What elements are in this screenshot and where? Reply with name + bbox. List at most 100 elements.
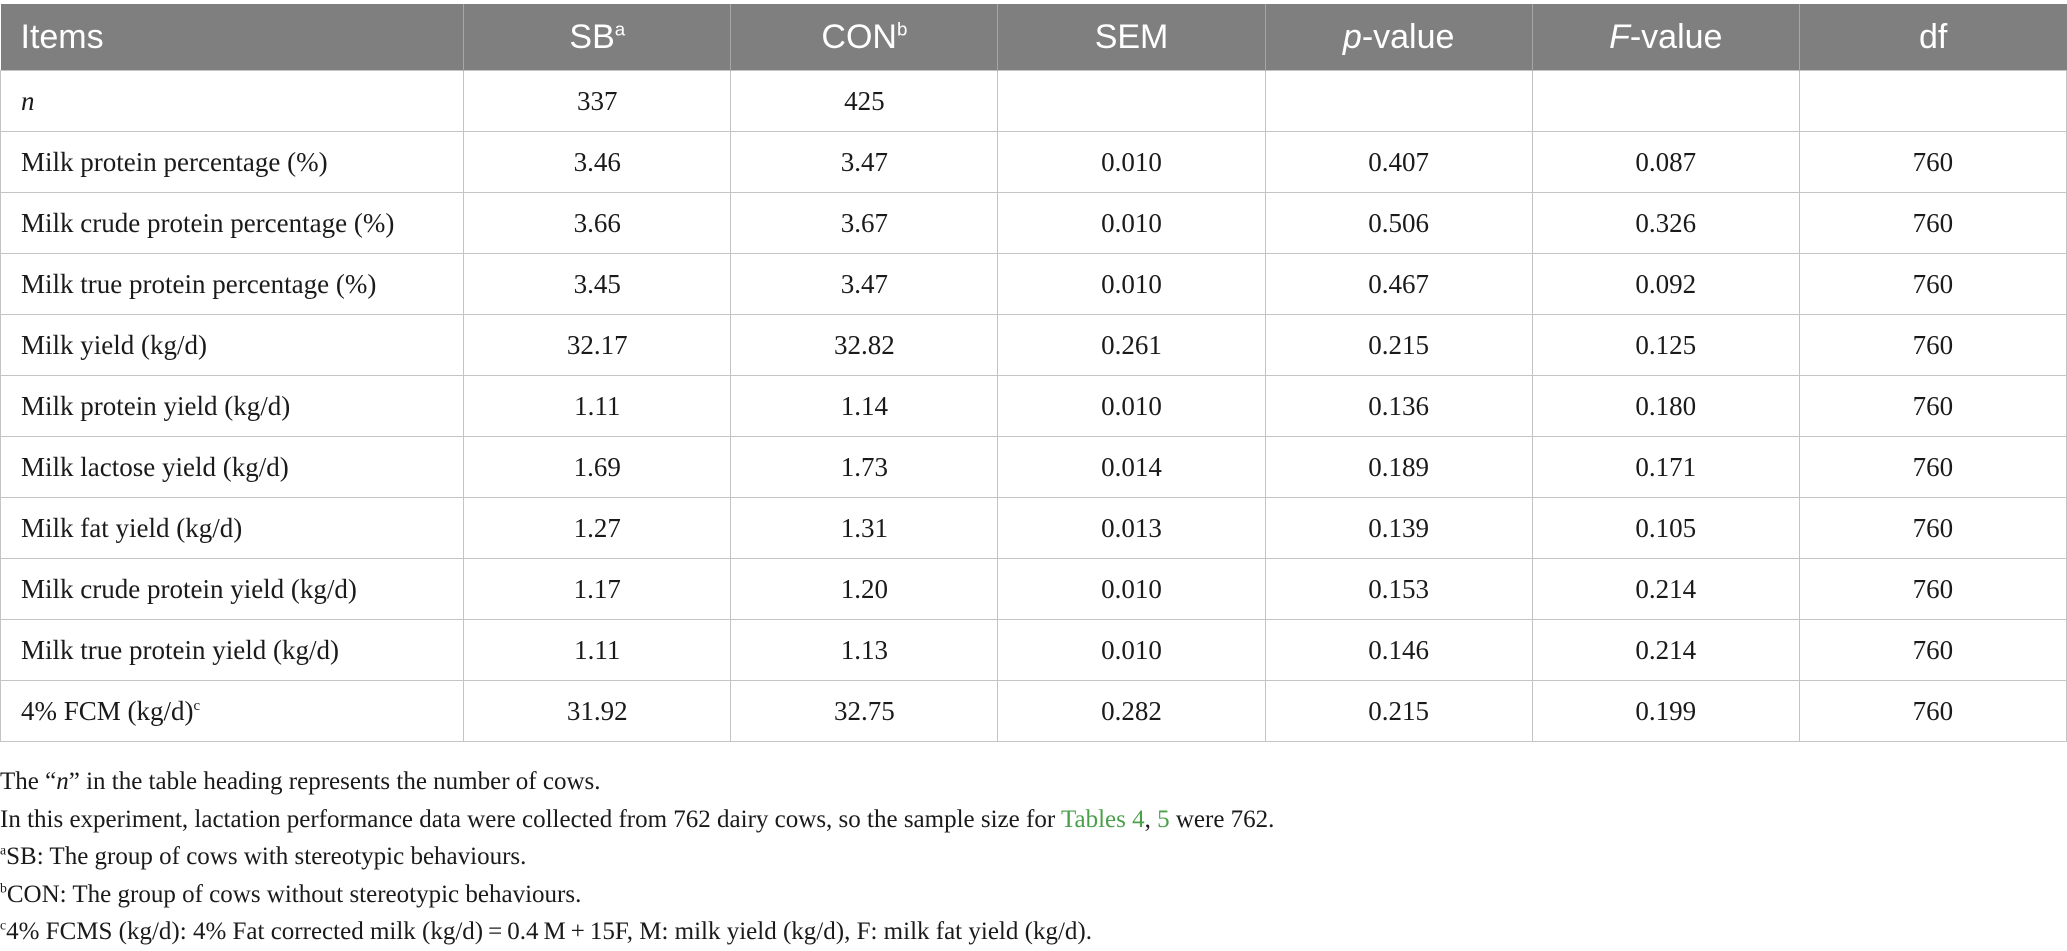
header-sb-footnote-mark: a	[614, 18, 626, 40]
cell-con: 3.47	[730, 253, 999, 315]
cell-df: 760	[1798, 497, 2067, 559]
cell-con: 32.82	[730, 314, 999, 376]
cell-p-value: 0.506	[1264, 192, 1533, 254]
cell-f-value: 0.087	[1531, 131, 1800, 193]
cell-df: 760	[1798, 680, 2067, 742]
cell-item: Milk fat yield (kg/d)	[0, 497, 465, 559]
cell-sem: 0.014	[997, 436, 1266, 498]
header-sb: SBa	[463, 4, 732, 71]
table-row: Milk yield (kg/d) 32.17 32.82 0.261 0.21…	[0, 314, 2067, 376]
cell-item: Milk lactose yield (kg/d)	[0, 436, 465, 498]
cell-con: 32.75	[730, 680, 999, 742]
cell-sb: 1.69	[463, 436, 732, 498]
table-row: Milk crude protein yield (kg/d) 1.17 1.2…	[0, 558, 2067, 620]
cell-sb: 1.27	[463, 497, 732, 559]
cell-df: 760	[1798, 131, 2067, 193]
cell-p-value: 0.136	[1264, 375, 1533, 437]
table-row: Milk protein percentage (%) 3.46 3.47 0.…	[0, 131, 2067, 193]
cell-sem	[997, 70, 1266, 132]
cell-item: n	[0, 70, 465, 132]
cell-p-value: 0.467	[1264, 253, 1533, 315]
cell-p-value: 0.139	[1264, 497, 1533, 559]
cell-p-value: 0.153	[1264, 558, 1533, 620]
cell-f-value: 0.180	[1531, 375, 1800, 437]
table-row-n: n 337 425	[0, 70, 2067, 132]
cell-sem: 0.010	[997, 131, 1266, 193]
cell-sb: 1.11	[463, 619, 732, 681]
cell-f-value: 0.171	[1531, 436, 1800, 498]
cell-item: Milk protein percentage (%)	[0, 131, 465, 193]
cell-df: 760	[1798, 192, 2067, 254]
cell-df: 760	[1798, 375, 2067, 437]
cell-p-value: 0.215	[1264, 314, 1533, 376]
cell-p-value: 0.189	[1264, 436, 1533, 498]
cell-f-value: 0.125	[1531, 314, 1800, 376]
table-row: Milk crude protein percentage (%) 3.66 3…	[0, 192, 2067, 254]
cell-con: 3.67	[730, 192, 999, 254]
table-row: Milk true protein yield (kg/d) 1.11 1.13…	[0, 619, 2067, 681]
fcm-footnote-mark: c	[193, 697, 201, 714]
table-header-row: Items SBa CONb SEM p-value F-value df	[0, 4, 2067, 71]
cell-sb: 3.45	[463, 253, 732, 315]
cell-sb: 32.17	[463, 314, 732, 376]
cell-item: Milk crude protein yield (kg/d)	[0, 558, 465, 620]
footnote-b: bCON: The group of cows without stereoty…	[0, 880, 582, 908]
cell-p-value: 0.407	[1264, 131, 1533, 193]
cell-sem: 0.010	[997, 558, 1266, 620]
table-row: Milk protein yield (kg/d) 1.11 1.14 0.01…	[0, 375, 2067, 437]
cell-p-value: 0.146	[1264, 619, 1533, 681]
cell-sem: 0.010	[997, 375, 1266, 437]
cell-f-value: 0.214	[1531, 558, 1800, 620]
cell-con: 1.73	[730, 436, 999, 498]
cell-df: 760	[1798, 619, 2067, 681]
cell-sem: 0.010	[997, 192, 1266, 254]
cell-sem: 0.261	[997, 314, 1266, 376]
cell-item: Milk yield (kg/d)	[0, 314, 465, 376]
tables-4-link[interactable]: Tables 4	[1060, 805, 1145, 833]
cell-df: 760	[1798, 253, 2067, 315]
cell-con: 1.14	[730, 375, 999, 437]
cell-f-value: 0.092	[1531, 253, 1800, 315]
cell-f-value: 0.326	[1531, 192, 1800, 254]
header-p-value: p-value	[1265, 4, 1533, 71]
table-row: Milk fat yield (kg/d) 1.27 1.31 0.013 0.…	[0, 497, 2067, 559]
footnote-sample-size: In this experiment, lactation performanc…	[0, 805, 1275, 833]
cell-sem: 0.010	[997, 619, 1266, 681]
cell-f-value	[1531, 70, 1800, 132]
header-f-value: F-value	[1532, 4, 1800, 71]
cell-f-value: 0.199	[1531, 680, 1800, 742]
cell-sem: 0.013	[997, 497, 1266, 559]
cell-con: 1.13	[730, 619, 999, 681]
results-table: Items SBa CONb SEM p-value F-value df n …	[0, 4, 2067, 742]
table-row: Milk true protein percentage (%) 3.45 3.…	[0, 253, 2067, 315]
table-row: Milk lactose yield (kg/d) 1.69 1.73 0.01…	[0, 436, 2067, 498]
cell-sb: 31.92	[463, 680, 732, 742]
cell-sb: 1.11	[463, 375, 732, 437]
cell-item: Milk protein yield (kg/d)	[0, 375, 465, 437]
cell-sb: 337	[463, 70, 732, 132]
cell-df	[1798, 70, 2067, 132]
cell-sem: 0.282	[997, 680, 1266, 742]
cell-df: 760	[1798, 314, 2067, 376]
header-items: Items	[0, 4, 465, 71]
cell-f-value: 0.105	[1531, 497, 1800, 559]
table-row: 4% FCM (kg/d)c 31.92 32.75 0.282 0.215 0…	[0, 680, 2067, 742]
header-sem: SEM	[997, 4, 1266, 71]
cell-con: 1.20	[730, 558, 999, 620]
cell-con: 3.47	[730, 131, 999, 193]
cell-df: 760	[1798, 436, 2067, 498]
cell-sb: 3.46	[463, 131, 732, 193]
header-df: df	[1799, 4, 2067, 71]
cell-df: 760	[1798, 558, 2067, 620]
cell-item: Milk crude protein percentage (%)	[0, 192, 465, 254]
cell-item: Milk true protein percentage (%)	[0, 253, 465, 315]
cell-sem: 0.010	[997, 253, 1266, 315]
cell-f-value: 0.214	[1531, 619, 1800, 681]
cell-item: 4% FCM (kg/d)c	[0, 680, 465, 742]
cell-p-value	[1264, 70, 1533, 132]
table-footnotes: The “n” in the table heading represents …	[0, 763, 1274, 951]
header-con-footnote-mark: b	[896, 18, 908, 40]
cell-p-value: 0.215	[1264, 680, 1533, 742]
table-5-link[interactable]: 5	[1157, 805, 1170, 833]
